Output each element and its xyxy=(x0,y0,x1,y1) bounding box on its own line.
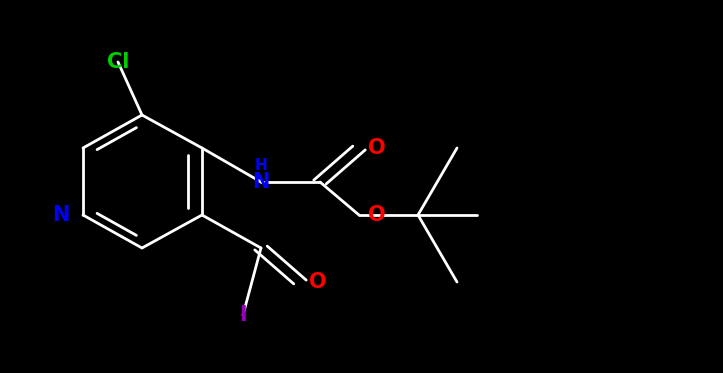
Text: N: N xyxy=(252,172,270,192)
Text: O: O xyxy=(368,205,385,225)
Text: Cl: Cl xyxy=(107,52,129,72)
Text: N: N xyxy=(53,205,70,225)
Text: O: O xyxy=(368,138,385,158)
Text: I: I xyxy=(239,305,247,325)
Text: O: O xyxy=(309,272,326,292)
Text: H: H xyxy=(254,158,268,173)
